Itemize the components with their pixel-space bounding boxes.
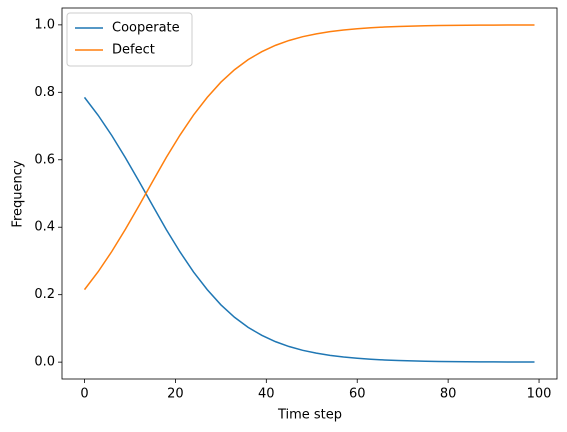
y-tick-label: 0.2 [34,287,55,302]
plot-frame [61,7,558,380]
y-tick-label: 0.6 [34,152,55,167]
x-tick-label: 80 [440,387,457,402]
y-axis-label: Frequency [11,160,26,227]
x-tick-label: 0 [80,387,88,402]
legend-box [66,12,193,67]
y-tick-label: 0.8 [34,85,55,100]
x-tick-label: 60 [349,387,366,402]
x-tick-label: 100 [527,387,552,402]
x-tick-label: 20 [167,387,184,402]
series-line [83,96,535,363]
y-tick-label: 0.4 [34,220,55,235]
x-tick-label: 40 [258,387,275,402]
x-axis-label: Time step [277,408,342,423]
legend-label: Defect [112,43,155,58]
y-tick-label: 0.0 [34,355,55,370]
series-line [83,24,535,291]
y-tick-label: 1.0 [34,17,55,32]
legend-label: Cooperate [112,21,180,36]
